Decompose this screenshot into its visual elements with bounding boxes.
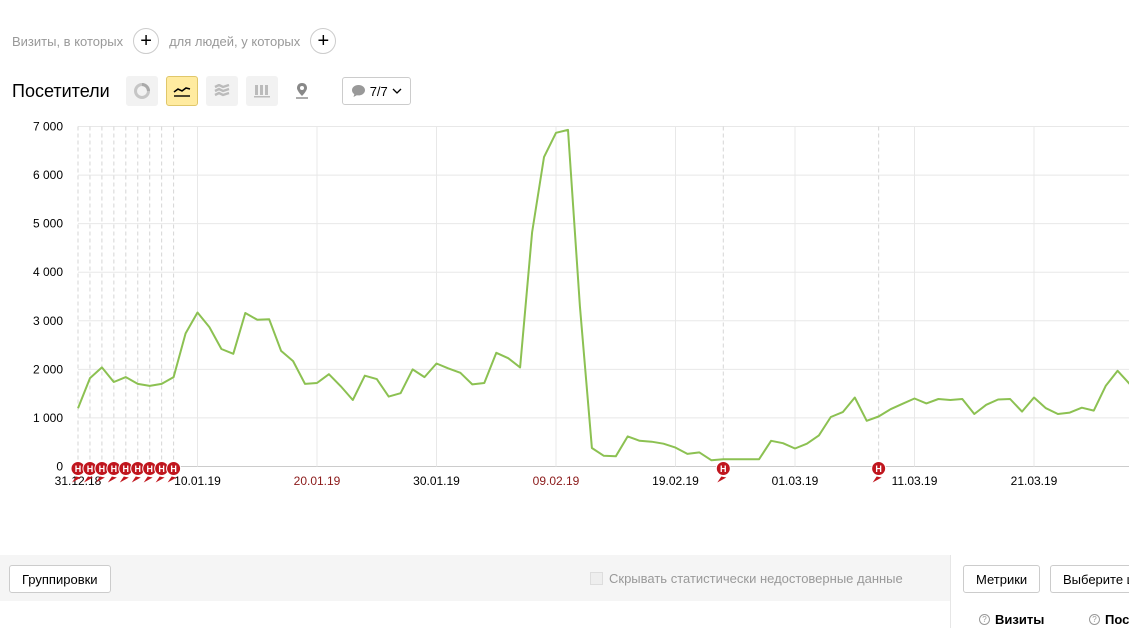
area-chart-icon — [214, 84, 230, 97]
annotation-marker-label: Н — [146, 464, 153, 474]
help-icon: ? — [979, 614, 990, 625]
annotation-marker-label: Н — [123, 464, 130, 474]
y-tick-label: 7 000 — [33, 120, 63, 134]
annotation-marker-label: Н — [99, 464, 106, 474]
annotation-marker-tail — [155, 476, 165, 483]
x-tick-label: 21.03.19 — [1011, 474, 1058, 488]
annotation-marker-tail — [717, 476, 727, 483]
pie-chart-icon — [133, 83, 150, 99]
x-tick-label: 10.01.19 — [174, 474, 221, 488]
map-button[interactable] — [286, 76, 318, 106]
groupings-button[interactable]: Группировки — [9, 565, 111, 593]
series-line — [77, 128, 1129, 462]
chevron-down-icon — [392, 88, 402, 94]
annotations-count: 7/7 — [369, 83, 388, 99]
visits-filter-label: Визиты, в которых — [12, 33, 124, 49]
annotation-marker — [871, 461, 887, 476]
metrics-button[interactable]: Метрики — [963, 565, 1041, 593]
annotation-marker-tail — [95, 476, 105, 483]
x-tick-label: 31.12.18 — [55, 474, 102, 488]
annotation-marker-tail — [131, 476, 141, 483]
line-chart-button[interactable] — [165, 76, 198, 106]
help-icon: ? — [1089, 614, 1100, 625]
chart-toolbar: Посетители 7 — [12, 76, 411, 106]
annotation-marker-label: Н — [111, 464, 118, 474]
report-controls-bar — [0, 555, 1129, 601]
column-chart-button[interactable] — [245, 76, 278, 106]
page-title: Посетители — [12, 80, 110, 101]
annotation-marker-tail — [72, 476, 81, 483]
column-header-second-label: Пос — [1105, 612, 1129, 627]
column-header-visits-label: Визиты — [995, 612, 1045, 627]
annotations-select[interactable]: 7/7 — [341, 77, 411, 105]
annotation-marker-label: Н — [135, 464, 142, 474]
x-tick-label: 30.01.19 — [413, 474, 460, 488]
add-visit-condition-button[interactable]: + — [133, 28, 160, 54]
people-filter-label: для людей, у которых — [169, 33, 301, 49]
hide-unreliable-label: Скрывать статистически недостоверные дан… — [609, 571, 903, 586]
add-people-condition-button[interactable]: + — [310, 28, 337, 54]
x-tick-label: 01.03.19 — [772, 474, 819, 488]
annotation-marker-label: Н — [87, 464, 94, 474]
x-tick-label: 11.03.19 — [892, 474, 938, 488]
column-header-second[interactable]: ? Пос — [1089, 612, 1129, 627]
hide-unreliable-toggle[interactable]: Скрывать статистически недостоверные дан… — [590, 571, 903, 586]
annotation-marker-tail — [83, 476, 93, 483]
visitors-line-chart: 0 1 000 2 000 3 000 4 000 5 000 6 000 7 000 31.1… — [33, 120, 1129, 488]
y-tick-label: 2 000 — [33, 362, 63, 376]
map-pin-icon — [295, 83, 308, 99]
annotation-marker-label: Н — [75, 464, 82, 474]
annotation-marker-tail — [167, 476, 177, 483]
pie-chart-button[interactable] — [125, 76, 158, 106]
annotation-marker-tail — [119, 476, 129, 483]
y-tick-label: 5 000 — [33, 217, 63, 231]
annotation-marker-tail — [107, 476, 117, 483]
annotation-marker — [715, 461, 731, 476]
annotation-marker-tail — [143, 476, 153, 483]
line-chart-icon — [173, 87, 190, 97]
x-tick-label: 19.02.19 — [652, 474, 699, 488]
y-tick-label: 3 000 — [33, 314, 63, 328]
x-tick-label: 20.01.19 — [294, 474, 341, 488]
choose-goal-button[interactable]: Выберите ц — [1050, 565, 1129, 593]
hide-unreliable-checkbox[interactable] — [590, 572, 603, 585]
annotation-marker-label: Н — [720, 464, 727, 474]
annotation-marker — [166, 461, 182, 476]
area-chart-button[interactable] — [205, 76, 238, 106]
x-tick-label: 09.02.19 — [533, 474, 580, 488]
annotation-marker-label: Н — [170, 464, 177, 474]
y-tick-label: 1 000 — [33, 411, 63, 425]
annotation-marker-label: Н — [875, 464, 882, 474]
segment-row: Визиты, в которых + для людей, у которых… — [12, 28, 346, 54]
y-tick-label: 6 000 — [33, 168, 63, 182]
annotation-marker-label: Н — [158, 464, 165, 474]
annotation-marker-tail — [872, 476, 882, 483]
y-tick-label: 4 000 — [33, 265, 63, 279]
column-header-visits[interactable]: ? Визиты — [979, 612, 1044, 627]
column-chart-icon — [253, 85, 270, 98]
y-tick-label: 0 — [56, 460, 63, 474]
comment-icon — [351, 85, 365, 97]
